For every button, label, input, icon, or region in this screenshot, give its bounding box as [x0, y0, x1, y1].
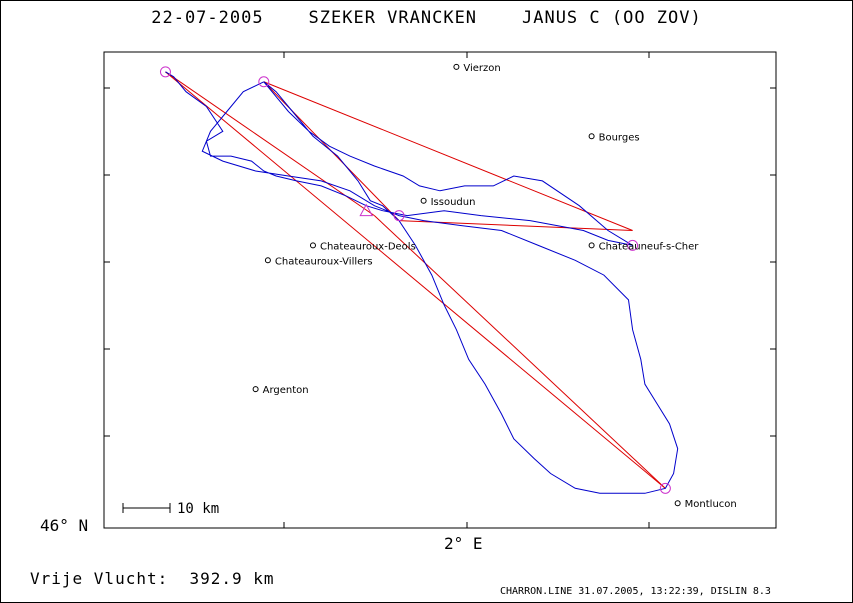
town-label: Bourges: [599, 132, 640, 143]
task-leg: [374, 215, 666, 489]
town-label: Argenton: [263, 385, 309, 396]
town-marker: [420, 197, 427, 204]
scale-bar: 10 km: [122, 501, 219, 517]
gps-track-line: [165, 71, 679, 494]
town-marker: [674, 500, 681, 507]
x-axis-label: 2° E: [444, 534, 483, 553]
town-label: Issoudun: [431, 197, 476, 208]
town-marker: [252, 386, 259, 393]
towns: Vierzon Bourges Chateauneuf-s-Cher Issoudun…: [252, 63, 737, 510]
turnpoint-circle-marker: [159, 66, 171, 78]
task-leg: [165, 71, 666, 489]
map-title: 22-07-2005 SZEKER VRANCKEN JANUS C (OO Z…: [151, 8, 702, 28]
map-plot-area: [103, 51, 777, 529]
y-axis-label: 46° N: [40, 516, 89, 535]
turnpoints: [159, 66, 671, 494]
town-label: Chateauneuf-s-Cher: [599, 241, 700, 252]
town-marker: [453, 63, 460, 70]
start-triangle-marker: [359, 203, 374, 217]
town-marker: [588, 133, 595, 140]
turnpoint-circle-marker: [659, 482, 671, 494]
town-marker: [309, 242, 316, 249]
distance-readout: Vrije Vlucht: 392.9 km: [30, 569, 275, 588]
turnpoint-circle-marker: [393, 210, 405, 222]
task-leg: [165, 71, 375, 217]
town-marker: [588, 242, 595, 249]
town-label: Vierzon: [463, 63, 500, 74]
turnpoint-circle-marker: [627, 239, 639, 251]
axis-ticks: [104, 52, 776, 528]
turnpoint-circle-marker: [258, 76, 270, 88]
town-marker: [264, 257, 271, 264]
task-leg: [263, 81, 633, 231]
town-label: Chateauroux-Villers: [275, 256, 373, 267]
town-label: Chateauroux-Deols: [320, 241, 416, 252]
scale-bar-label: 10 km: [177, 501, 219, 517]
town-label: Montlucon: [685, 499, 737, 510]
flight-track: [165, 71, 679, 494]
credit-line: CHARRON.LINE 31.07.2005, 13:22:39, DISLI…: [500, 586, 771, 597]
